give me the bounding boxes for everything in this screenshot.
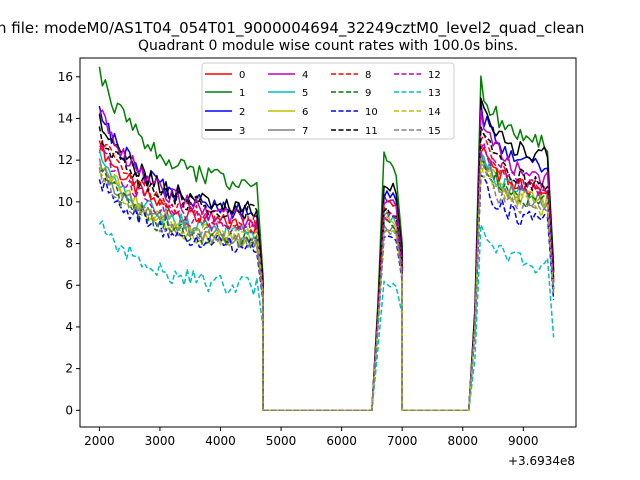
x-tick-label: 2000: [84, 434, 115, 448]
series-line-3: [98, 97, 555, 412]
series-line-11: [98, 126, 555, 412]
series-line-14: [98, 158, 555, 412]
y-tick-label: 8: [65, 237, 73, 251]
figure-suptitle: n file: modeM0/AS1T04_054T01_9000004694_…: [0, 19, 584, 38]
legend-label-0: 0: [239, 70, 245, 81]
series-line-9: [99, 160, 555, 412]
y-tick-label: 6: [65, 278, 73, 292]
y-tick-label: 10: [58, 195, 73, 209]
legend-label-11: 11: [365, 126, 378, 137]
series-line-5: [98, 149, 555, 412]
y-axis: 0 2 4 6 8 10 12 14 16: [58, 70, 80, 417]
legend-label-2: 2: [239, 107, 245, 118]
x-tick-label: 8000: [447, 434, 478, 448]
legend-label-15: 15: [428, 126, 441, 137]
x-tick-label: 9000: [508, 434, 539, 448]
legend-label-5: 5: [302, 88, 308, 99]
legend-label-10: 10: [365, 107, 378, 118]
legend-label-14: 14: [428, 107, 441, 118]
y-tick-label: 14: [58, 111, 73, 125]
legend-label-9: 9: [365, 88, 371, 99]
legend-label-3: 3: [239, 126, 245, 137]
y-tick-label: 16: [58, 70, 73, 84]
x-tick-label: 5000: [266, 434, 297, 448]
legend-label-4: 4: [302, 70, 308, 81]
chart-title: Quadrant 0 module wise count rates with …: [138, 38, 518, 54]
x-tick-label: 4000: [205, 434, 236, 448]
series-line-6: [98, 158, 555, 412]
legend-label-1: 1: [239, 88, 245, 99]
legend-label-13: 13: [428, 88, 441, 99]
series-line-15: [98, 158, 555, 412]
x-tick-label: 3000: [145, 434, 176, 448]
y-tick-label: 12: [58, 153, 73, 167]
legend-label-12: 12: [428, 70, 441, 81]
series-line-2: [98, 101, 555, 412]
plot-frame: [79, 57, 577, 428]
legend-label-6: 6: [302, 107, 308, 118]
series-line-1: [98, 66, 555, 412]
y-tick-label: 4: [65, 320, 73, 334]
series-line-4: [98, 109, 555, 412]
legend-label-7: 7: [302, 126, 308, 137]
series-line-8: [98, 133, 555, 412]
x-axis: 2000 3000 4000 5000 6000 7000 8000 9000: [84, 427, 539, 448]
series-line-13: [98, 220, 555, 412]
legend-label-8: 8: [365, 70, 371, 81]
legend-frame: [201, 62, 455, 140]
x-tick-label: 7000: [387, 434, 418, 448]
y-tick-label: 0: [65, 403, 73, 417]
plot-area-series: [98, 66, 555, 412]
x-offset-label: +3.6934e8: [508, 454, 575, 468]
x-tick-label: 6000: [326, 434, 357, 448]
y-tick-label: 2: [65, 362, 73, 376]
